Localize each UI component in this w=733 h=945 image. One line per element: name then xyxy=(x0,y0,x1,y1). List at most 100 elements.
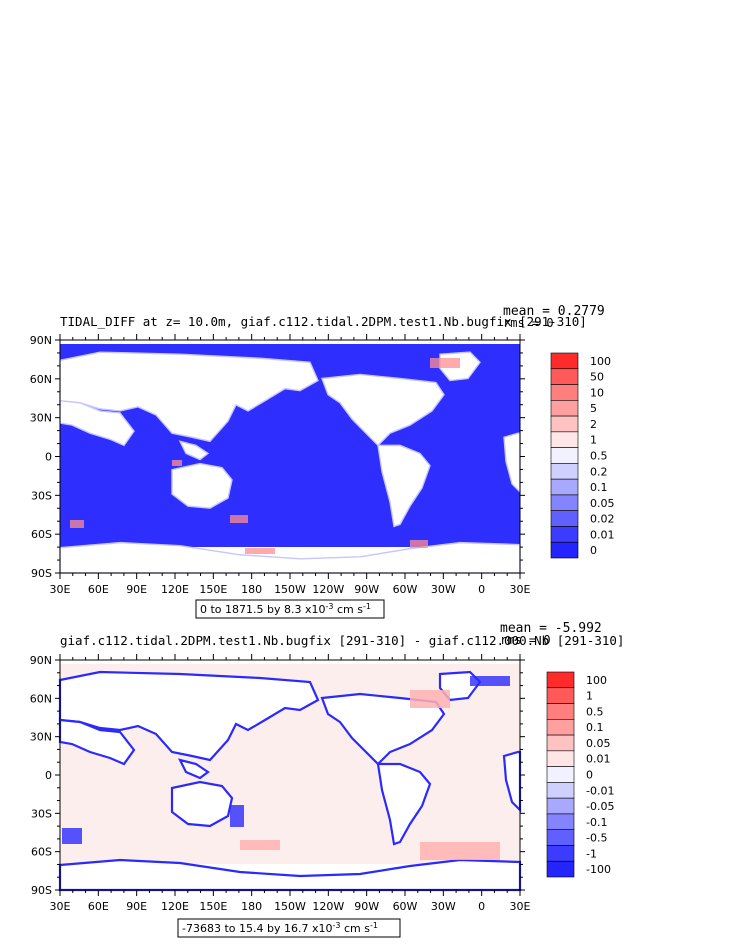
colorbar-swatch xyxy=(550,526,579,543)
lat-label: 0 xyxy=(45,451,52,464)
colorbar-label: 1 xyxy=(590,434,597,447)
lon-label: 150E xyxy=(199,900,227,913)
colorbar-label: 0.01 xyxy=(590,528,615,541)
lon-label: 60E xyxy=(88,583,109,596)
lon-label: 120W xyxy=(312,583,344,596)
colorbar-label: 1 xyxy=(586,690,593,703)
colorbar-label: 100 xyxy=(590,355,611,368)
rms-value: rms = 0 xyxy=(500,633,551,647)
lon-label: 30E xyxy=(50,900,71,913)
lat-label: 0 xyxy=(45,769,52,782)
colorbar-swatch xyxy=(546,813,575,830)
coastal-highlight xyxy=(62,828,82,844)
mean-value: mean = 0.2779 xyxy=(503,304,605,319)
lat-label: 30S xyxy=(31,807,52,820)
colorbar-swatch xyxy=(546,703,575,720)
coastal-highlight xyxy=(430,358,460,368)
colorbar-swatch xyxy=(546,860,575,878)
lon-label: 120W xyxy=(312,900,344,913)
colorbar-label: 100 xyxy=(586,674,607,687)
lon-label: 90E xyxy=(126,900,147,913)
lat-label: 30S xyxy=(31,489,52,502)
coastal-highlight xyxy=(410,540,428,548)
colorbar-swatch xyxy=(550,447,579,464)
coastal-highlight xyxy=(230,805,244,827)
map-panel-lower: giaf.c112.tidal.2DPM.test1.Nb.bugfix [29… xyxy=(30,621,624,938)
lon-label: 30W xyxy=(431,900,456,913)
colorbar-label: -0.5 xyxy=(586,832,607,845)
colorbar-label: 10 xyxy=(590,386,604,399)
colorbar-swatch xyxy=(550,494,579,511)
colorbar-label: 0.5 xyxy=(586,705,604,718)
colorbar-swatch xyxy=(546,829,575,846)
colorbar-swatch xyxy=(550,463,579,480)
map-panel-upper: TIDAL_DIFF at z= 10.0m, giaf.c112.tidal.… xyxy=(30,304,615,619)
lon-label: 0 xyxy=(478,900,485,913)
colorbar-swatch xyxy=(546,687,575,704)
map-title: giaf.c112.tidal.2DPM.test1.Nb.bugfix [29… xyxy=(60,633,624,648)
lon-label: 90W xyxy=(354,900,379,913)
colorbar-label: -100 xyxy=(586,863,611,876)
mean-value: mean = -5.992 xyxy=(500,621,602,636)
colorbar-swatch xyxy=(550,400,579,417)
colorbar-label: -0.05 xyxy=(586,800,614,813)
colorbar-label: -0.1 xyxy=(586,816,607,829)
colorbar-label: 0.05 xyxy=(586,737,611,750)
colorbar-swatch xyxy=(546,782,575,799)
colorbar-label: 0.01 xyxy=(586,753,611,766)
lon-label: 150W xyxy=(274,583,306,596)
range-note-box xyxy=(195,599,385,619)
colorbar-label: 0 xyxy=(586,769,593,782)
colorbar-swatch xyxy=(546,766,575,783)
coastal-highlight xyxy=(420,842,500,860)
colorbar-swatch xyxy=(546,845,575,862)
colorbar-swatch xyxy=(550,478,579,496)
colorbar-swatch xyxy=(550,384,579,401)
colorbar-label: -1 xyxy=(586,847,597,860)
lat-label: 60N xyxy=(30,373,52,386)
lon-label: 60E xyxy=(88,900,109,913)
lon-label: 90W xyxy=(354,583,379,596)
colorbar-swatch xyxy=(546,671,575,689)
colorbar-label: 50 xyxy=(590,371,604,384)
lat-label: 90N xyxy=(30,654,52,667)
colorbar-swatch xyxy=(550,510,579,527)
coastal-highlight xyxy=(245,548,275,554)
colorbar-swatch xyxy=(550,415,579,433)
lon-label: 90E xyxy=(126,583,147,596)
lat-label: 60N xyxy=(30,692,52,705)
coastal-highlight xyxy=(240,840,280,850)
colorbar-swatch xyxy=(546,750,575,767)
lat-label: 90S xyxy=(31,567,52,580)
colorbar-label: 0.1 xyxy=(586,721,604,734)
range-note-box xyxy=(177,918,401,938)
colorbar-swatch xyxy=(546,797,575,815)
map-title: TIDAL_DIFF at z= 10.0m, giaf.c112.tidal.… xyxy=(60,314,587,329)
rms-value: rms = 0 xyxy=(503,316,554,330)
coastal-highlight xyxy=(470,676,510,686)
coastal-highlight xyxy=(70,520,84,528)
colorbar-label: 0.2 xyxy=(590,465,608,478)
lon-label: 60W xyxy=(393,900,418,913)
colorbar-swatch xyxy=(550,541,579,559)
lon-label: 120E xyxy=(161,583,189,596)
lat-label: 60S xyxy=(31,846,52,859)
lon-label: 30E xyxy=(510,583,531,596)
colorbar-label: 2 xyxy=(590,418,597,431)
lon-label: 30E xyxy=(510,900,531,913)
lon-label: 30E xyxy=(50,583,71,596)
range-note: 0 to 1871.5 by 8.3 x10-3 cm s-1 xyxy=(200,602,371,616)
lon-label: 150W xyxy=(274,900,306,913)
colorbar-swatch xyxy=(546,719,575,736)
colorbar-label: 5 xyxy=(590,402,597,415)
lat-label: 30N xyxy=(30,412,52,425)
lat-label: 30N xyxy=(30,731,52,744)
lat-label: 90N xyxy=(30,334,52,347)
lon-label: 120E xyxy=(161,900,189,913)
lon-label: 150E xyxy=(199,583,227,596)
coastal-highlight xyxy=(410,690,450,708)
colorbar-swatch xyxy=(546,734,575,752)
range-note: -73683 to 15.4 by 16.7 x10-3 cm s-1 xyxy=(182,921,378,935)
lon-label: 0 xyxy=(478,583,485,596)
